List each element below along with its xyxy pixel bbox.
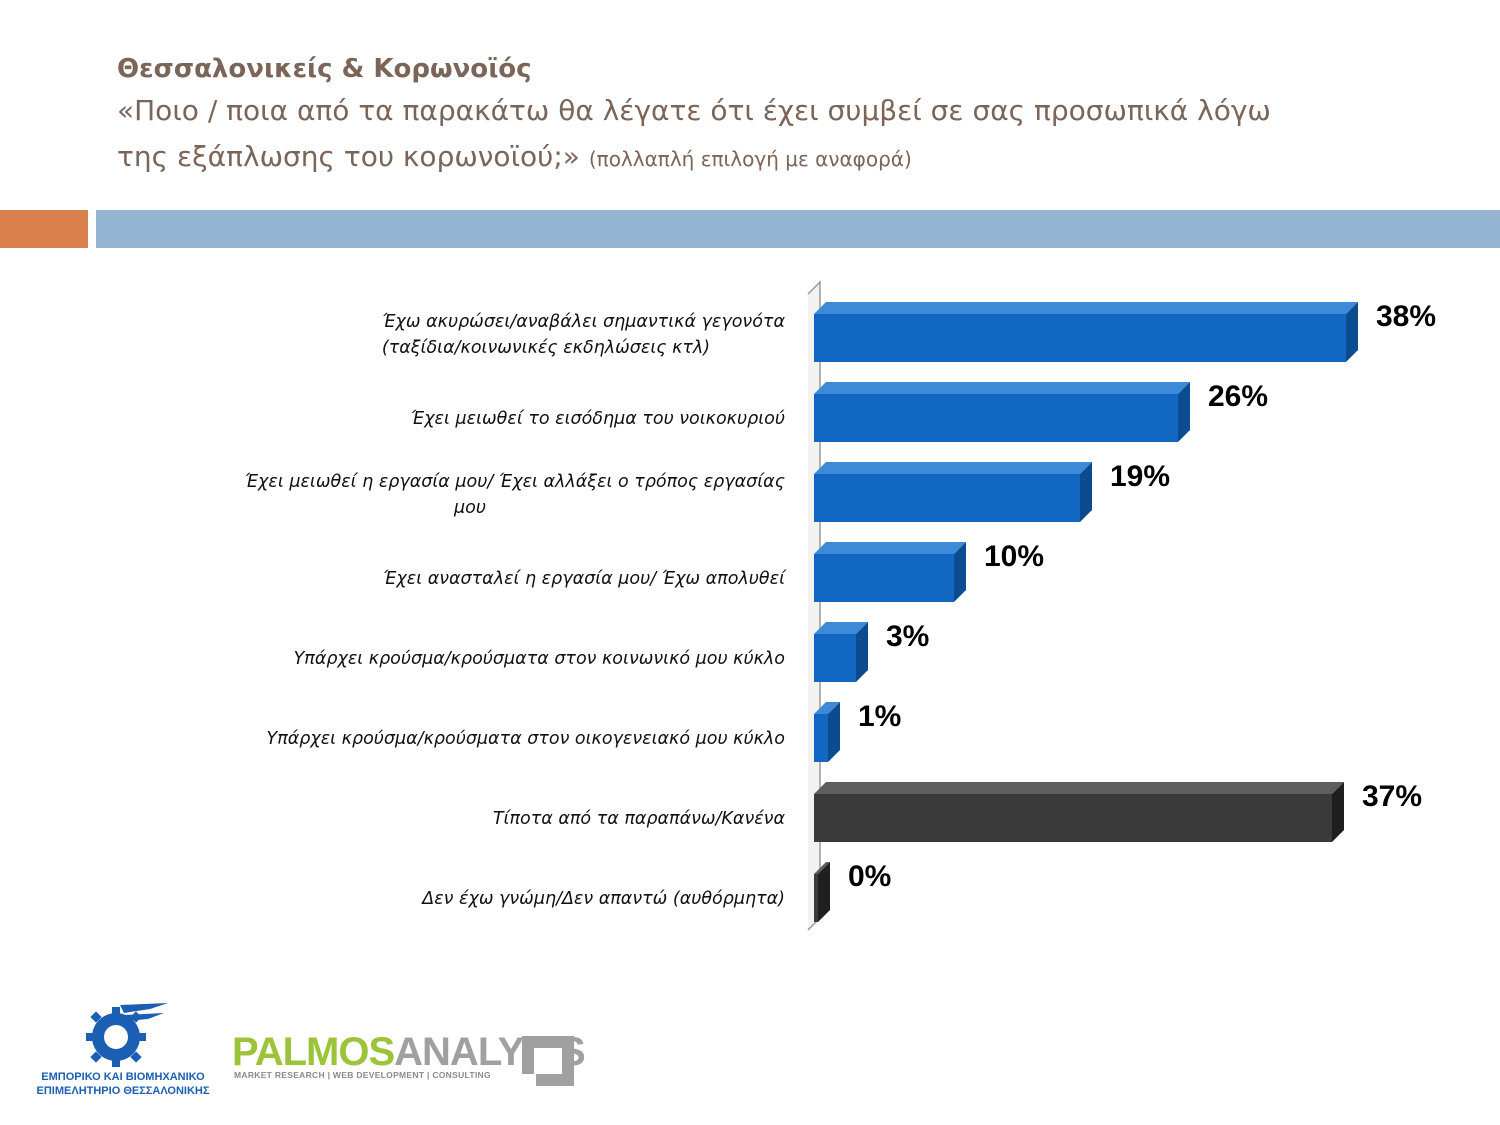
question-line-2: της εξάπλωσης του κορωνοϊού;» <box>117 140 580 173</box>
bar-chart: Έχω ακυρώσει/αναβάλει σημαντικά γεγονότα… <box>245 280 1436 931</box>
bar-side-face <box>1178 382 1190 442</box>
logo-tagline: MARKET RESEARCH | WEB DEVELOPMENT | CONS… <box>234 1070 491 1080</box>
question-line-1: «Ποιο / ποια από τα παρακάτω θα λέγατε ό… <box>117 94 1271 127</box>
category-label: μου <box>453 498 486 518</box>
category-label: Υπάρχει κρούσμα/κρούσματα στον κοινωνικό… <box>294 649 785 669</box>
bar-side-face <box>1332 782 1344 842</box>
bar <box>814 794 1332 842</box>
bar-side-face <box>1346 302 1358 362</box>
bar-side-face <box>828 702 840 762</box>
category-label: Έχει μειωθεί το εισόδημα του νοικοκυριού <box>411 409 785 429</box>
palmos-analysis-logo: PALMOSANALYSIS MARKET RESEARCH | WEB DEV… <box>232 1030 586 1090</box>
value-label: 37% <box>1362 780 1422 813</box>
bar-top-face <box>814 702 840 714</box>
header-band <box>96 210 1500 248</box>
square-logo-icon <box>520 1036 574 1088</box>
slide-title: Θεσσαλονικείς & Κορωνοϊός <box>117 54 532 84</box>
bar-top-face <box>814 302 1358 314</box>
value-label: 10% <box>984 540 1044 573</box>
category-label: Τίποτα από τα παραπάνω/Κανένα <box>493 809 786 829</box>
category-label: Δεν έχω γνώμη/Δεν απαντώ (αυθόρμητα) <box>420 889 785 909</box>
slide-header: Θεσσαλονικείς & Κορωνοϊός «Ποιο / ποια α… <box>117 50 1447 182</box>
category-label: Έχει μειωθεί η εργασία μου/ Έχει αλλάξει… <box>245 472 785 492</box>
bar-side-face <box>954 542 966 602</box>
bar-top-face <box>814 622 868 634</box>
value-label: 38% <box>1376 300 1436 333</box>
gear-emblem-icon <box>86 1003 168 1067</box>
bar <box>814 314 1346 362</box>
bar <box>814 714 828 762</box>
bar-top-face <box>814 462 1092 474</box>
value-label: 26% <box>1208 380 1268 413</box>
value-label: 19% <box>1110 460 1170 493</box>
category-label: Υπάρχει κρούσμα/κρούσματα στον οικογενει… <box>267 729 786 749</box>
chamber-name-line-1: ΕΜΠΟΡΙΚΟ ΚΑΙ ΒΙΟΜΗΧΑΝΙΚΟ <box>41 1071 205 1083</box>
chamber-logo: ΕΜΠΟΡΙΚΟ ΚΑΙ ΒΙΟΜΗΧΑΝΙΚΟ ΕΠΙΜΕΛΗΤΗΡΙΟ ΘΕ… <box>18 995 228 1105</box>
value-labels: 38% 26% 19% 10% 3% 1% 37% 0% <box>848 300 1436 893</box>
category-label: Έχω ακυρώσει/αναβάλει σημαντικά γεγονότα <box>382 312 785 332</box>
bar <box>814 634 856 682</box>
bar <box>814 554 954 602</box>
bar-side-face <box>818 862 830 922</box>
value-label: 0% <box>848 860 891 893</box>
chart-bars <box>814 302 1358 922</box>
bar-top-face <box>814 782 1344 794</box>
bar-top-face <box>814 382 1190 394</box>
bar-top-face <box>814 862 830 874</box>
category-labels: Έχω ακυρώσει/αναβάλει σημαντικά γεγονότα… <box>245 312 787 909</box>
category-label: Έχει ανασταλεί η εργασία μου/ Έχω απολυθ… <box>383 569 787 589</box>
bar-top-face <box>814 542 966 554</box>
bar <box>814 874 818 922</box>
bar-side-face <box>1080 462 1092 522</box>
bar <box>814 394 1178 442</box>
survey-question: «Ποιο / ποια από τα παρακάτω θα λέγατε ό… <box>117 88 1447 182</box>
logo-word-palmos: PALMOS <box>232 1030 395 1074</box>
question-note: (πολλαπλή επιλογή με αναφορά) <box>588 147 912 171</box>
value-label: 3% <box>886 620 929 653</box>
bar <box>814 474 1080 522</box>
chamber-name-line-2: ΕΠΙΜΕΛΗΤΗΡΙΟ ΘΕΣΣΑΛΟΝΙΚΗΣ <box>36 1085 210 1097</box>
accent-band <box>0 210 88 248</box>
value-label: 1% <box>858 700 901 733</box>
category-label: (ταξίδια/κοινωνικές εκδηλώσεις κτλ) <box>382 338 710 358</box>
bar-side-face <box>856 622 868 682</box>
